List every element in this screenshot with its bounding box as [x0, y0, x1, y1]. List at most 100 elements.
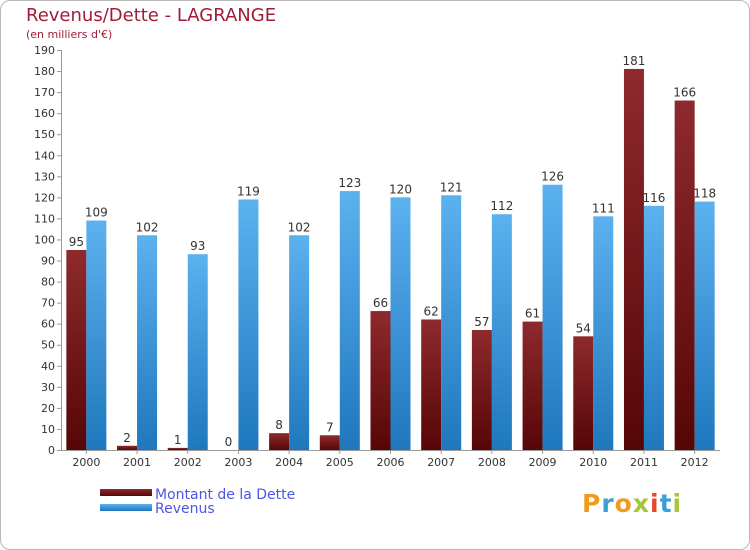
y-tick-label: 100 — [34, 233, 55, 246]
x-tick-label: 2003 — [224, 456, 252, 469]
x-tick-label: 2012 — [681, 456, 709, 469]
y-tick-label: 130 — [34, 170, 55, 183]
y-tick-label: 50 — [41, 339, 55, 352]
bar-debt — [471, 330, 492, 450]
legend-label-debt: Montant de la Dette — [155, 487, 295, 503]
x-tick-label: 2009 — [529, 456, 557, 469]
data-label: 1 — [174, 433, 182, 447]
legend-swatch-revenue — [100, 504, 152, 511]
chart-title: Revenus/Dette - LAGRANGE — [26, 5, 277, 26]
data-label: 121 — [440, 180, 463, 194]
bar-revenue — [390, 197, 411, 450]
logo-letter: x — [632, 489, 650, 518]
y-tick-label: 0 — [48, 444, 55, 457]
data-label: 102 — [288, 220, 311, 234]
legend-label-revenue: Revenus — [155, 501, 215, 517]
bar-revenue — [86, 220, 107, 450]
bar-revenue — [137, 235, 158, 450]
y-tick-label: 110 — [34, 212, 55, 225]
data-label: 95 — [69, 235, 84, 249]
data-label: 119 — [237, 184, 260, 198]
data-label: 93 — [190, 239, 205, 253]
data-label: 102 — [136, 220, 159, 234]
x-tick-label: 2006 — [377, 456, 405, 469]
x-tick-label: 2005 — [326, 456, 354, 469]
y-tick-label: 180 — [34, 65, 55, 78]
data-label: 66 — [373, 296, 388, 310]
x-tick-label: 2001 — [123, 456, 151, 469]
data-labels-group: 95 2 1 0 8 7 66 62 57 61 54 181 166 109 102 93 119 102 123… — [69, 54, 716, 449]
bar-revenue — [339, 191, 360, 451]
y-tick-label: 140 — [34, 149, 55, 162]
bar-debt — [167, 447, 188, 450]
proxiti-logo: Proxiti — [582, 489, 682, 518]
logo-letter: o — [614, 489, 633, 518]
x-tick-label: 2000 — [72, 456, 100, 469]
bar-debt — [623, 68, 644, 451]
bar-debt — [269, 433, 290, 450]
logo-letter: t — [659, 489, 673, 518]
legend: Montant de la Dette Revenus — [100, 487, 295, 517]
y-tick-label: 60 — [41, 318, 55, 331]
bar-debt — [674, 100, 695, 451]
y-tick-label: 10 — [41, 423, 55, 436]
bar-revenue — [542, 184, 563, 450]
data-label: 120 — [389, 182, 412, 196]
bar-debt — [421, 319, 442, 450]
data-label: 54 — [576, 321, 591, 335]
y-tick-label: 160 — [34, 107, 55, 120]
bar-debt — [117, 445, 138, 450]
y-tick-label: 170 — [34, 86, 55, 99]
data-label: 62 — [424, 304, 439, 318]
data-label: 112 — [490, 199, 513, 213]
logo-letter: P — [582, 489, 602, 518]
bar-revenue — [187, 254, 208, 450]
x-tick-label: 2002 — [174, 456, 202, 469]
data-label: 8 — [275, 418, 283, 432]
x-tick-label: 2010 — [579, 456, 607, 469]
y-tick-label: 30 — [41, 381, 55, 394]
data-label: 126 — [541, 170, 564, 184]
y-tick-label: 150 — [34, 128, 55, 141]
bar-revenue — [238, 199, 259, 450]
bar-revenue — [694, 201, 715, 450]
logo-letter: i — [650, 489, 660, 518]
x-axis-ticks: 2000 2001 2002 2003 2004 2005 2006 2007 2008 2009… — [72, 450, 709, 469]
y-axis-ticks: 0 10 20 30 40 50 60 70 80 90 100 110 120 130 140 150 160… — [34, 44, 61, 457]
bar-debt — [319, 435, 340, 450]
data-label: 118 — [693, 187, 716, 201]
bar-revenue — [643, 205, 664, 450]
x-tick-label: 2004 — [275, 456, 303, 469]
data-label: 109 — [85, 206, 108, 220]
bars-group — [66, 68, 715, 451]
data-label: 57 — [474, 315, 489, 329]
y-tick-label: 120 — [34, 191, 55, 204]
bar-revenue — [491, 214, 512, 450]
bar-revenue — [289, 235, 310, 450]
data-label: 61 — [525, 307, 540, 321]
logo-letter: i — [672, 489, 683, 518]
y-tick-label: 90 — [41, 255, 55, 268]
legend-swatch-debt — [100, 489, 152, 496]
x-tick-label: 2011 — [630, 456, 658, 469]
y-tick-label: 40 — [41, 360, 55, 373]
data-label: 2 — [123, 431, 131, 445]
data-label: 7 — [326, 420, 334, 434]
data-label: 123 — [338, 176, 361, 190]
x-tick-label: 2007 — [427, 456, 455, 469]
y-tick-label: 20 — [41, 402, 55, 415]
y-tick-label: 70 — [41, 297, 55, 310]
data-label: 166 — [673, 86, 696, 100]
data-label: 116 — [643, 191, 666, 205]
y-tick-label: 80 — [41, 276, 55, 289]
logo-letter: r — [601, 489, 615, 518]
x-tick-label: 2008 — [478, 456, 506, 469]
bar-debt — [573, 336, 594, 450]
bar-debt — [522, 321, 543, 450]
data-label: 0 — [225, 435, 233, 449]
bar-revenue — [441, 195, 462, 450]
chart-subtitle: (en milliers d'€) — [26, 28, 113, 41]
bar-revenue — [593, 216, 614, 450]
data-label: 111 — [592, 201, 615, 215]
